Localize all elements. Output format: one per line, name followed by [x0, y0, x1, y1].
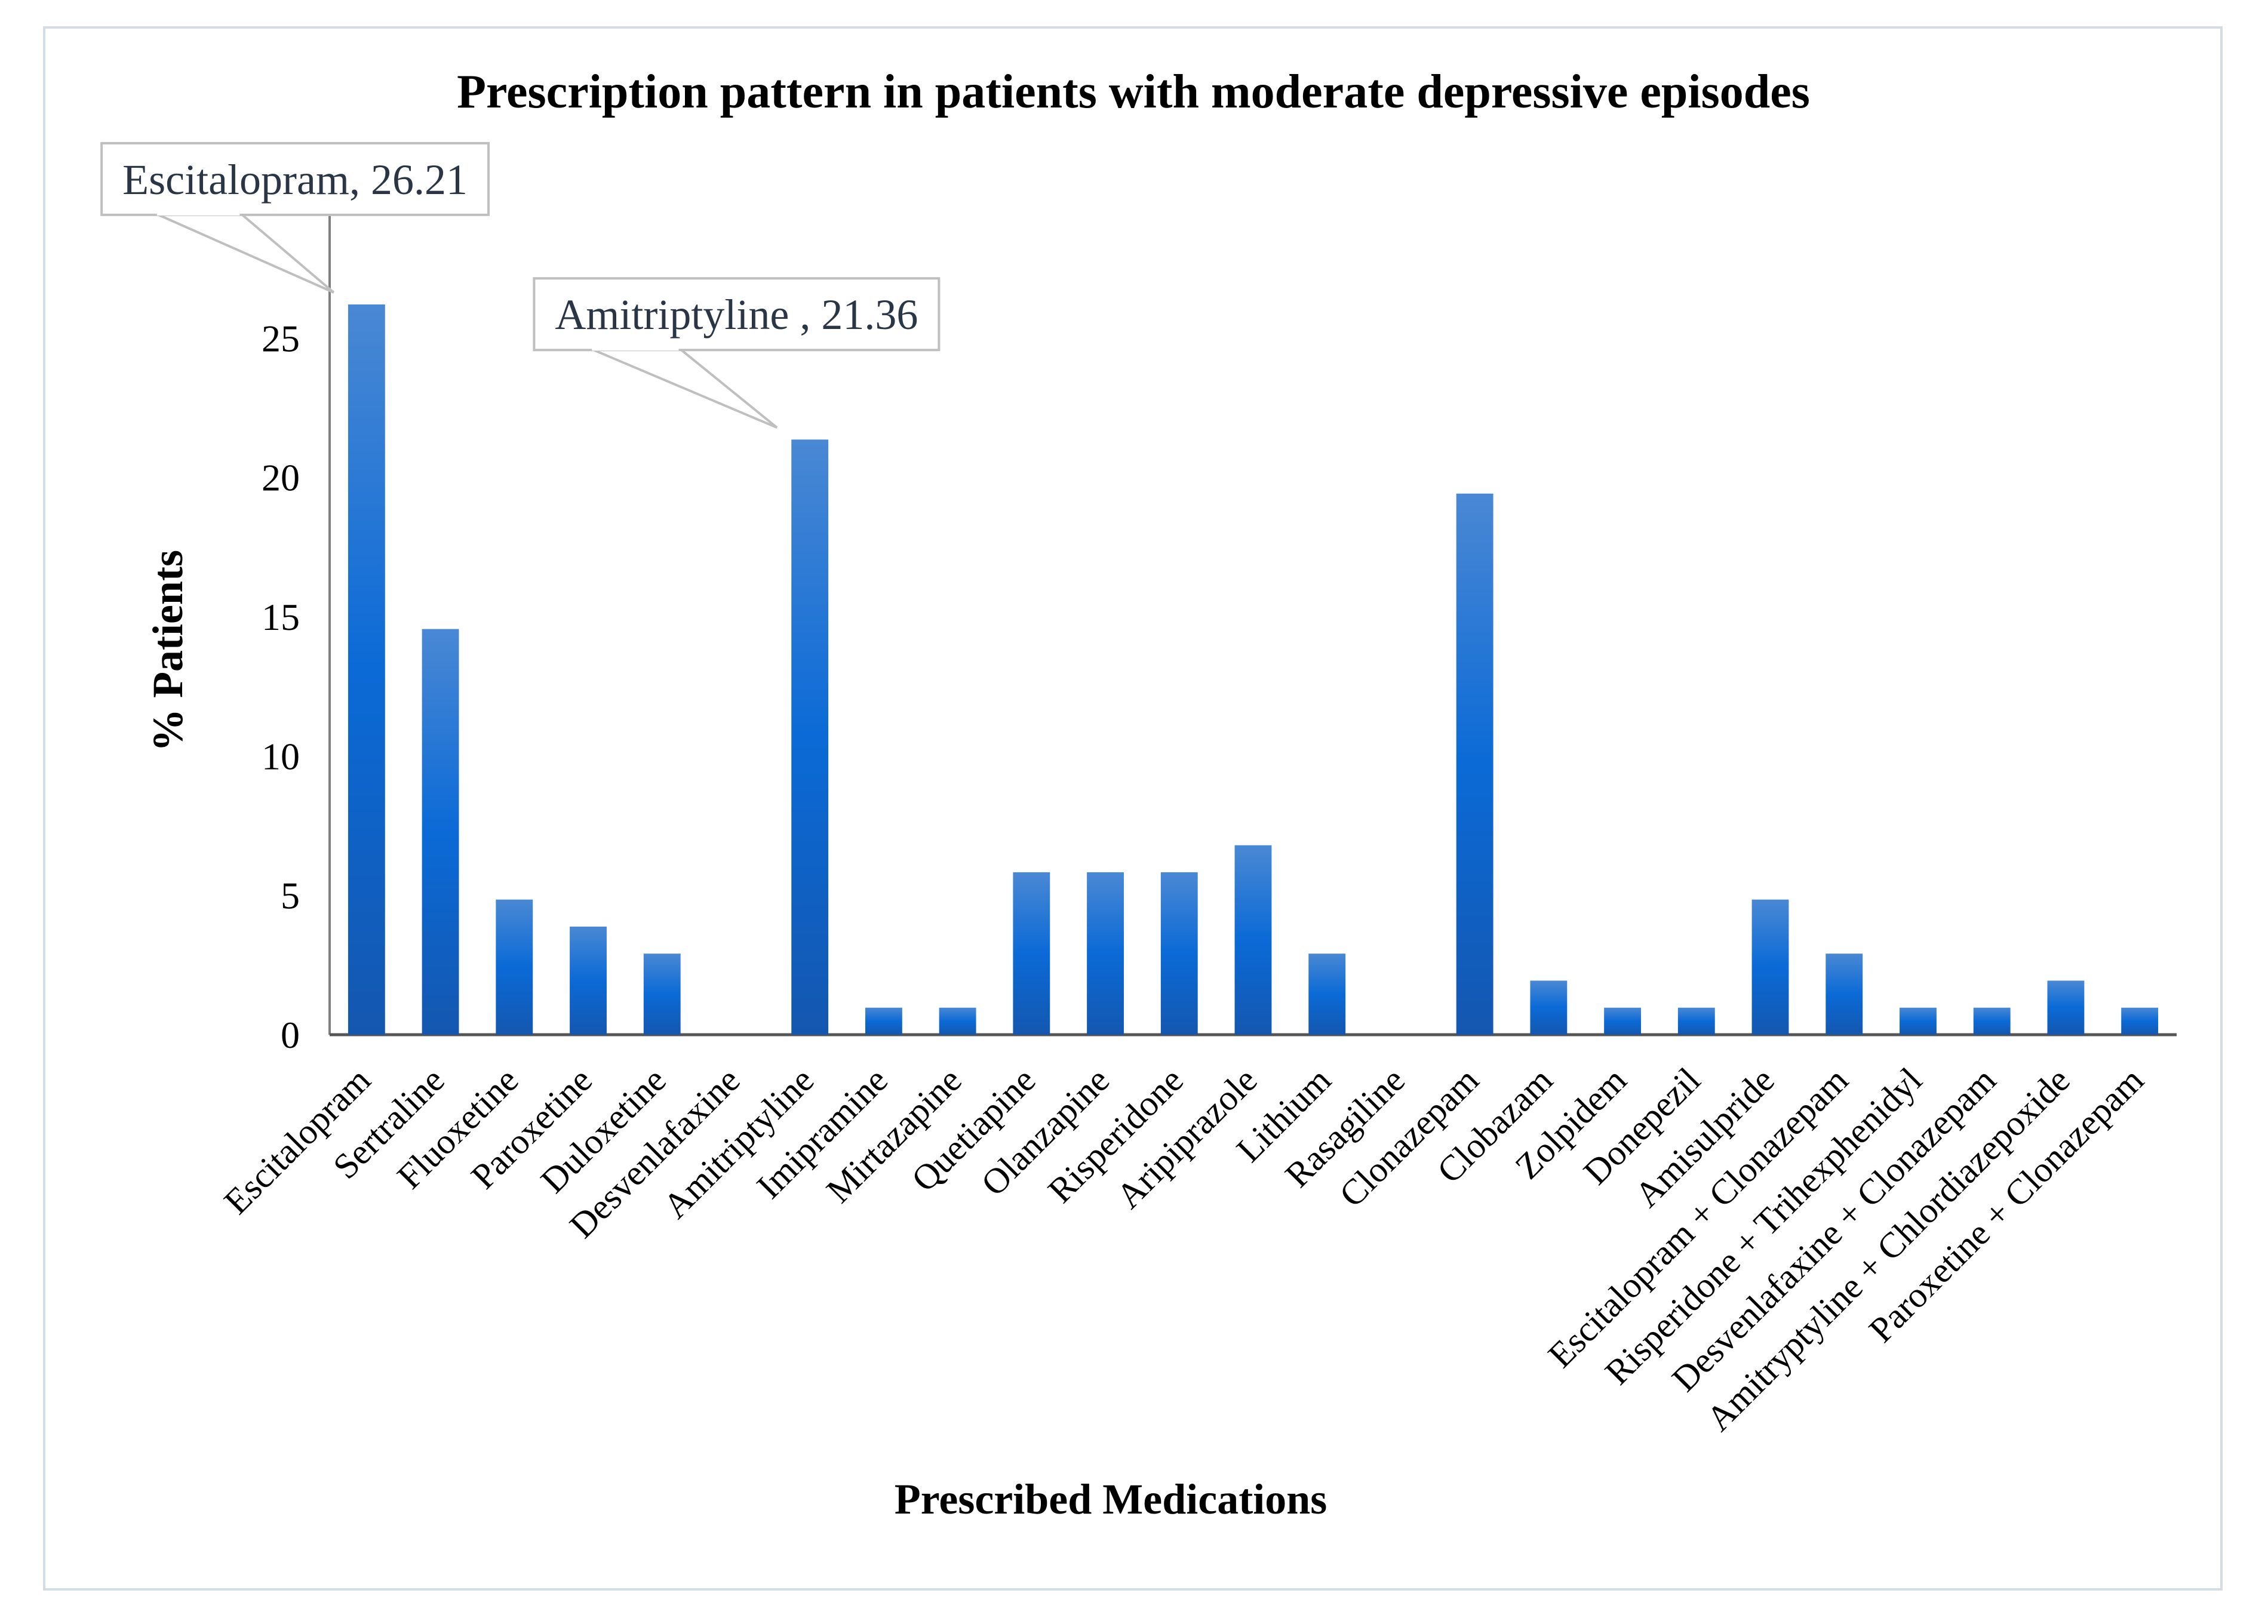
- bar-imipramine: [865, 1007, 902, 1035]
- bar-olanzapine: [1087, 872, 1124, 1035]
- y-tick-label: 10: [262, 735, 300, 777]
- bar-lithium: [1308, 954, 1346, 1035]
- bar-risperidone: [1160, 872, 1198, 1035]
- bar-fluoxetine: [496, 899, 533, 1035]
- bars: [348, 304, 2159, 1035]
- bar-mirtazapine: [939, 1007, 976, 1035]
- bar-escitalopram-clonazepam: [1826, 954, 1863, 1035]
- bar-amitryptyline-chlordiazepoxide: [2047, 980, 2085, 1035]
- bar-amisulpride: [1751, 899, 1789, 1035]
- bar-risperidone-trihexphenidyl: [1900, 1007, 1937, 1035]
- callout-label: Escitalopram, 26.21: [122, 156, 468, 204]
- y-axis-ticks: 051015202530: [262, 178, 300, 1056]
- callout-label: Amitriptyline , 21.36: [555, 291, 918, 339]
- callout-amitriptyline: Amitriptyline , 21.36: [533, 277, 941, 429]
- y-tick-label: 25: [262, 317, 300, 359]
- bar-sertraline: [422, 629, 459, 1035]
- data-callouts: Escitalopram, 26.21 Amitriptyline , 21.36: [100, 142, 941, 429]
- callout-escitalopram: Escitalopram, 26.21: [100, 142, 490, 294]
- bar-paroxetine-clonazepam: [2121, 1007, 2159, 1035]
- x-axis-title: Prescribed Medications: [895, 1475, 1327, 1523]
- y-tick-label: 5: [281, 875, 300, 917]
- chart-frame: [43, 26, 2223, 1591]
- bar-paroxetine: [570, 926, 607, 1035]
- y-tick-label: 20: [262, 457, 300, 499]
- bar-duloxetine: [643, 954, 681, 1035]
- bar-amitriptyline: [791, 439, 829, 1035]
- bar-aripiprazole: [1234, 845, 1272, 1035]
- bar-donepezil: [1677, 1007, 1715, 1035]
- bar-clobazam: [1530, 980, 1568, 1035]
- y-axis-title: % Patients: [144, 550, 192, 752]
- bar-quetiapine: [1013, 872, 1050, 1035]
- x-axis-category-labels: EscitalopramSertralineFluoxetineParoxeti…: [217, 1060, 2152, 1439]
- chart-title: Prescription pattern in patients with mo…: [457, 66, 1810, 118]
- bar-escitalopram: [348, 304, 385, 1035]
- y-tick-label: 15: [262, 596, 300, 638]
- bar-clonazepam: [1456, 493, 1493, 1035]
- bar-zolpidem: [1604, 1007, 1642, 1035]
- y-tick-label: 0: [281, 1014, 300, 1056]
- bar-desvenlafaxine-clonazepam: [1973, 1007, 2011, 1035]
